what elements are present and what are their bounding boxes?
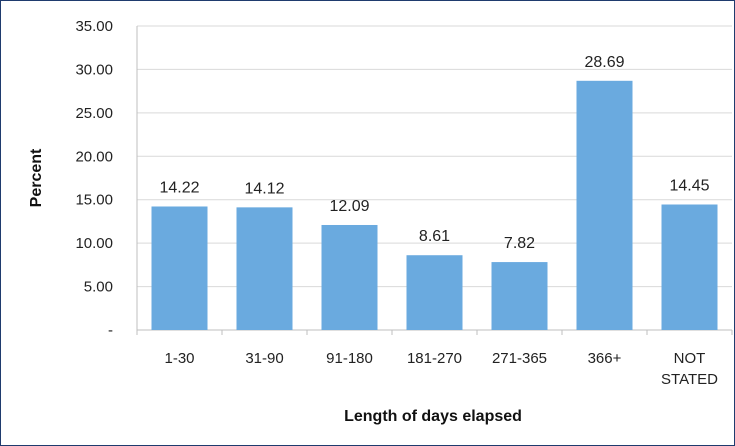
x-tick-label: 181-270	[407, 350, 462, 367]
x-tick-label: 366+	[588, 350, 622, 367]
x-tick-label: 31-90	[245, 350, 283, 367]
x-tick-label: STATED	[661, 371, 718, 388]
bar	[491, 262, 548, 330]
data-label: 14.22	[159, 179, 199, 196]
data-labels: 14.22 14.12 12.09 8.61 7.82 28.69 14.45	[159, 54, 709, 252]
y-tick-label: 10.00	[75, 235, 113, 252]
x-axis-title: Length of days elapsed	[344, 408, 522, 425]
y-tick-labels: - 5.00 10.00 15.00 20.00 25.00 30.00 35.00	[75, 18, 113, 339]
y-tick-label: 5.00	[84, 279, 113, 296]
x-tick-label: 91-180	[326, 350, 373, 367]
bar	[236, 207, 293, 330]
y-tick-label: 35.00	[75, 18, 113, 35]
bar	[661, 204, 718, 330]
bar	[406, 255, 463, 330]
x-tick-label: NOT	[674, 350, 706, 367]
y-tick-label: 25.00	[75, 105, 113, 122]
data-label: 12.09	[329, 198, 369, 215]
y-tick-label: 30.00	[75, 61, 113, 78]
y-tick-label: 20.00	[75, 148, 113, 165]
y-tick-label: -	[108, 322, 113, 339]
y-tick-label: 15.00	[75, 192, 113, 209]
gridlines	[137, 25, 732, 288]
bars	[151, 80, 718, 330]
data-label: 14.12	[244, 180, 284, 197]
bar	[576, 80, 633, 330]
data-label: 28.69	[584, 54, 624, 71]
data-label: 14.45	[669, 177, 709, 194]
bar	[321, 224, 378, 330]
x-tick-label: 1-30	[164, 350, 194, 367]
x-tick-labels: 1-30 31-90 91-180 181-270 271-365 366+ NOT STAT…	[164, 350, 718, 388]
y-axis-title: Percent	[28, 148, 45, 207]
data-label: 8.61	[419, 228, 450, 245]
x-tick-label: 271-365	[492, 350, 547, 367]
bar	[151, 206, 208, 330]
data-label: 7.82	[504, 235, 535, 252]
